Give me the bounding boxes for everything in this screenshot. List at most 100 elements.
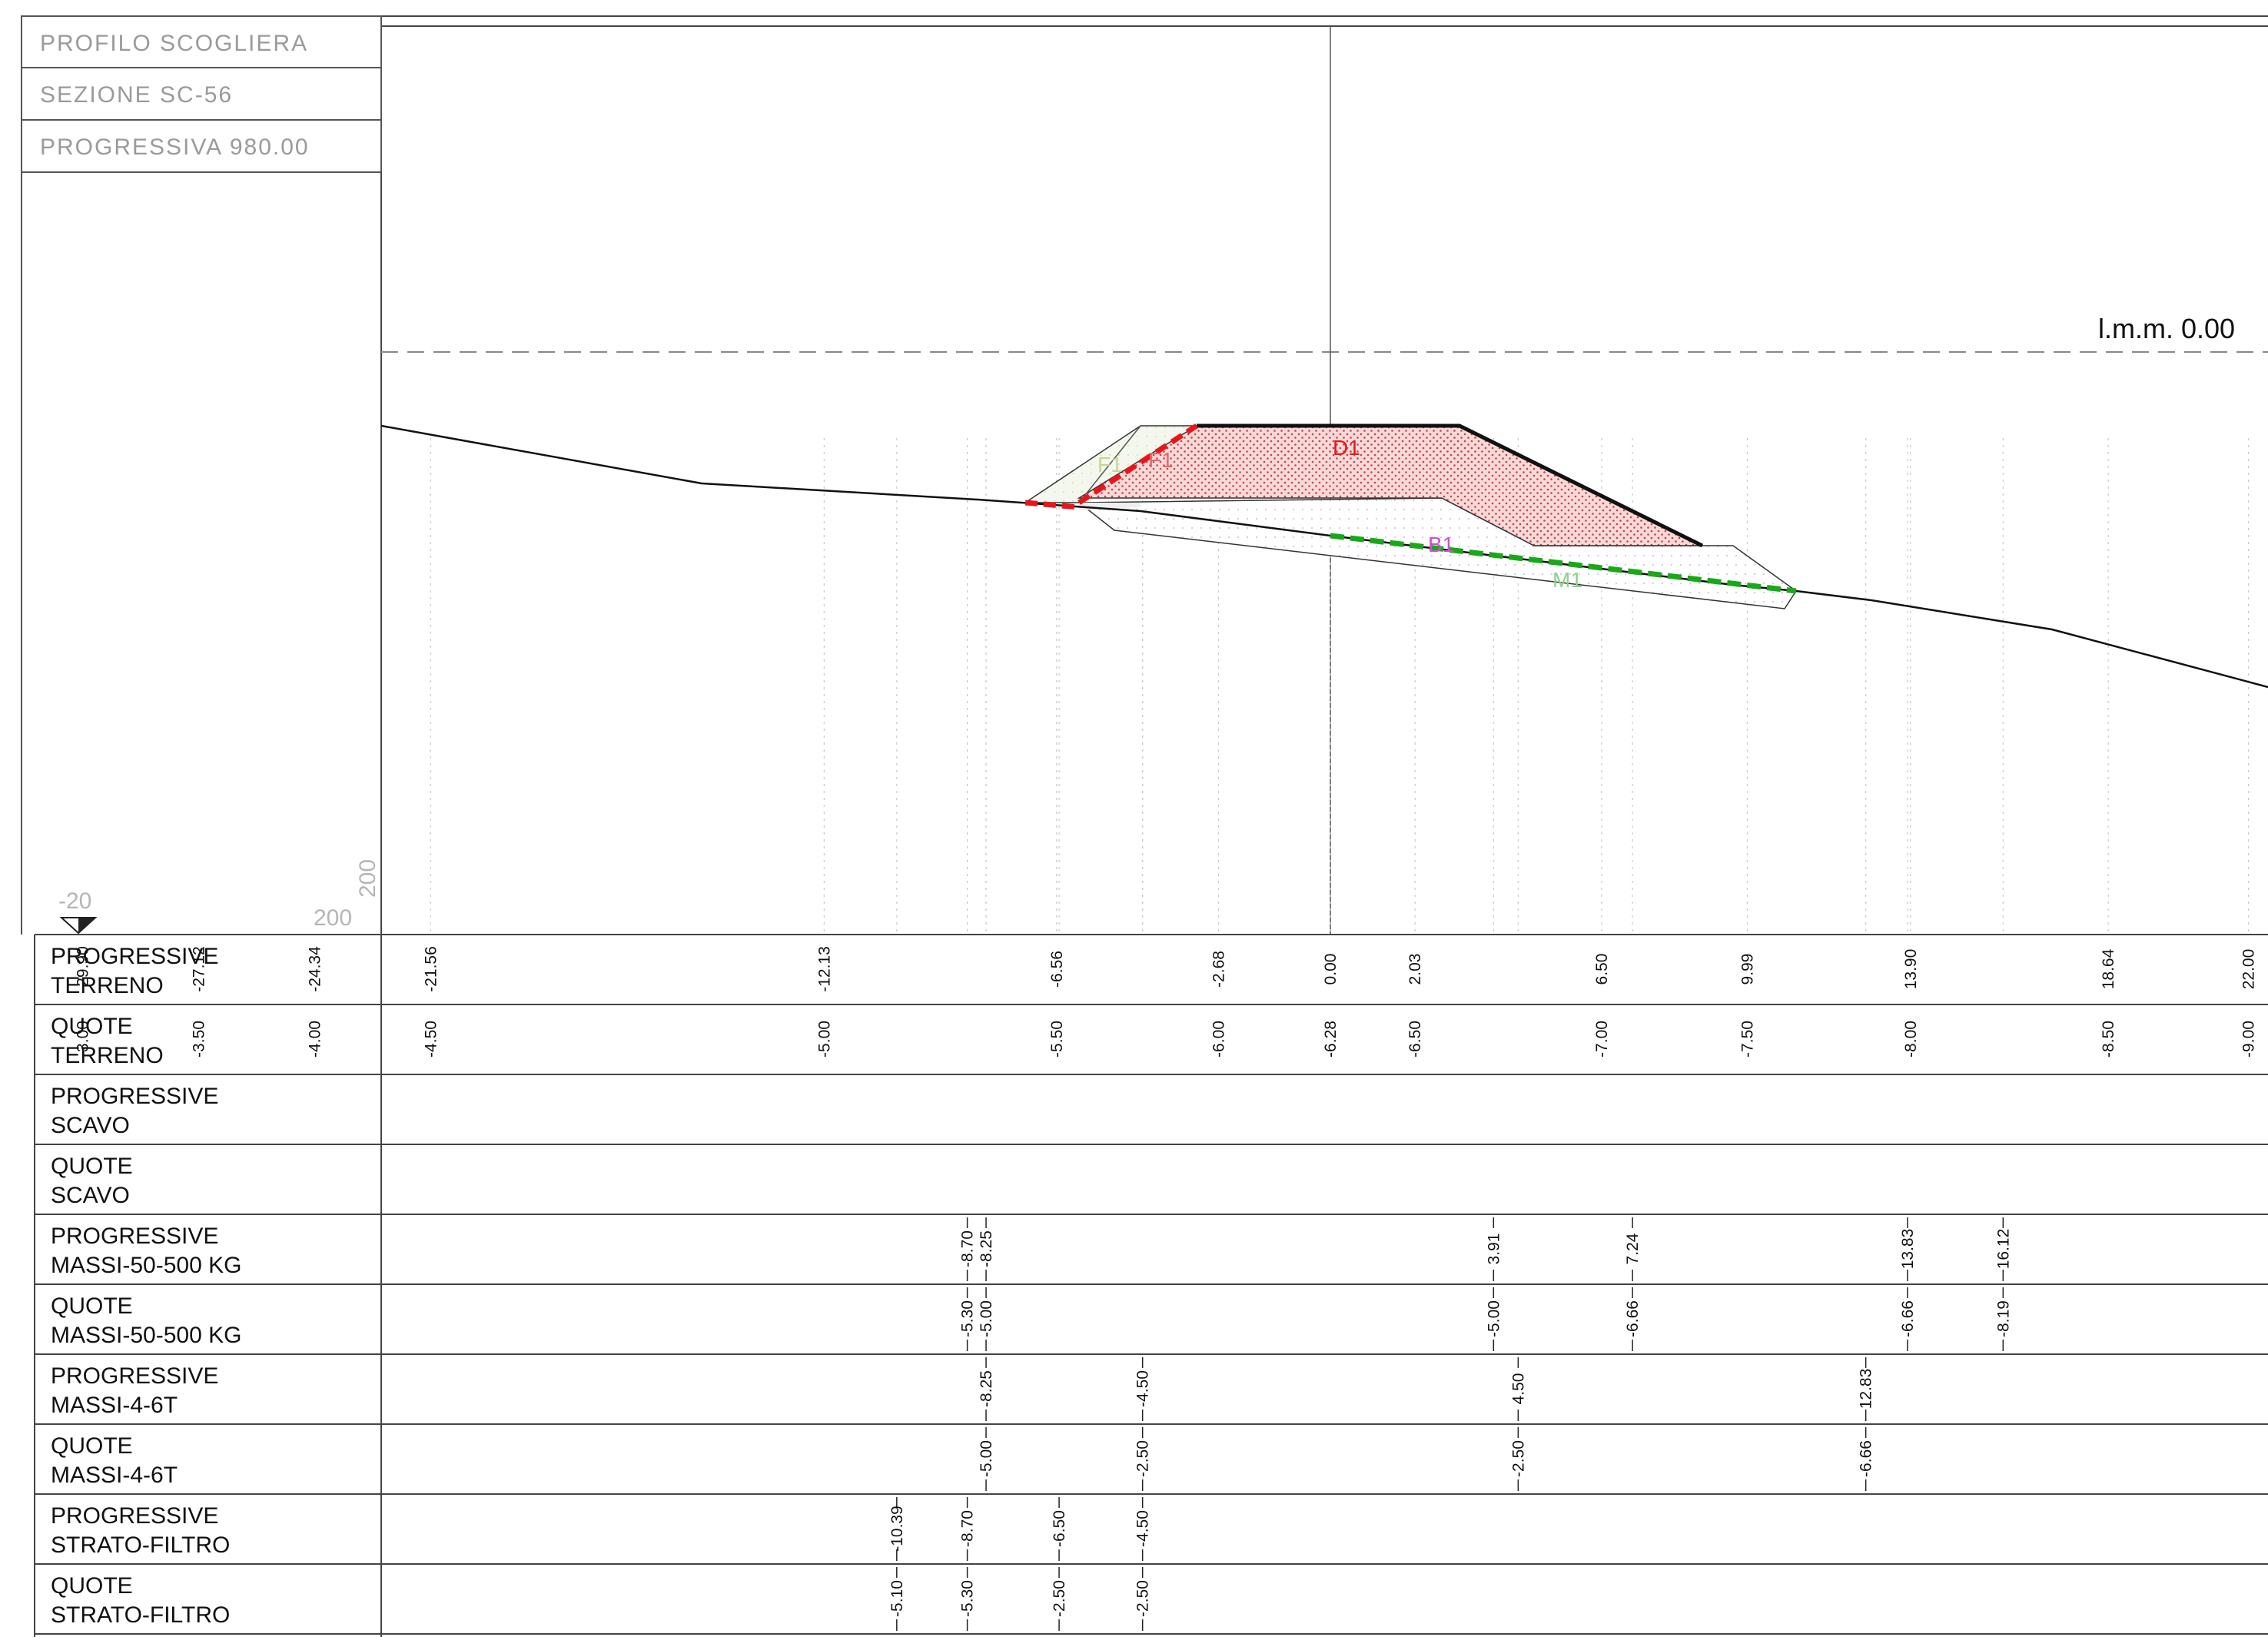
table-value: 0.00 — [1322, 954, 1340, 985]
table-value: -8.70 — [959, 1230, 977, 1267]
row-title: QUOTE — [51, 1154, 133, 1179]
table-value: -27.12 — [190, 946, 208, 992]
label-b1: B1 — [1428, 533, 1454, 556]
table-value: -7.00 — [1593, 1021, 1611, 1058]
armour-crest-line — [1197, 423, 1704, 548]
table-value: -6.28 — [1322, 1021, 1340, 1058]
label-f1-red: F1 — [1148, 448, 1174, 472]
table-value: -4.00 — [306, 1021, 324, 1058]
row-subtitle: TERRENO — [51, 973, 164, 998]
table-value: -29.90 — [74, 946, 91, 992]
row-title: QUOTE — [51, 1293, 133, 1319]
table-value: -8.00 — [1902, 1021, 1920, 1058]
red-dashed-slope — [1078, 423, 1198, 505]
table-value: -5.50 — [1048, 1021, 1066, 1058]
table-value: -8.25 — [978, 1230, 995, 1267]
table-value: -5.10 — [888, 1580, 906, 1617]
table-value: -5.00 — [978, 1300, 995, 1337]
table-value: 3.91 — [1485, 1234, 1503, 1265]
table-value: -24.34 — [306, 946, 324, 992]
table-value: -6.66 — [1858, 1440, 1875, 1477]
scale-indicator: -20 200 200 — [58, 859, 380, 935]
row-title: PROGRESSIVE — [51, 1224, 218, 1249]
table-value: -8.19 — [1994, 1300, 2012, 1337]
row-title: PROGRESSIVE — [51, 1503, 218, 1529]
label-m1: M1 — [1552, 568, 1582, 592]
label-f1: F1 — [1097, 453, 1123, 476]
level-triangle-fill-icon — [78, 918, 95, 933]
table-value: 12.83 — [1858, 1369, 1875, 1410]
table-value: -6.50 — [1406, 1021, 1424, 1058]
table-value: -2.50 — [1134, 1580, 1152, 1617]
table-value: -6.56 — [1048, 951, 1066, 988]
green-dashed-line — [1330, 533, 1797, 594]
row-subtitle: MASSI-50-500 KG — [51, 1323, 241, 1348]
table-value: -4.50 — [1134, 1510, 1152, 1547]
sea-level: l.m.m. 0.00 — [381, 313, 2268, 353]
table-value: -8.70 — [959, 1510, 977, 1547]
scale-v-label: 200 — [355, 859, 380, 898]
table-value: -10.39 — [888, 1506, 906, 1552]
row-title: PROGRESSIVE — [51, 1084, 218, 1109]
table-value: -4.50 — [1134, 1370, 1152, 1407]
sea-level-label: l.m.m. 0.00 — [2098, 313, 2235, 344]
table-value: -3.50 — [190, 1021, 208, 1058]
table-value: 13.90 — [1902, 949, 1920, 990]
row-subtitle: STRATO-FILTRO — [51, 1602, 230, 1628]
sheet-frame — [380, 15, 2268, 1637]
red-dashed-toe — [1024, 500, 1080, 510]
table-value: -2.50 — [1134, 1440, 1152, 1477]
area-labels: F1 F1 D1 B1 M1 — [1097, 436, 1582, 592]
table-value: -4.50 — [422, 1021, 440, 1058]
table-value: 13.83 — [1899, 1229, 1917, 1270]
row-subtitle: MASSI-4-6T — [51, 1393, 178, 1418]
table-value: -8.50 — [2100, 1021, 2117, 1058]
row-title: PROGRESSIVE — [51, 944, 218, 969]
title-sezione: SEZIONE SC-56 — [40, 82, 233, 108]
table-value: -5.00 — [815, 1021, 833, 1058]
title-block: PROFILO SCOGLIERA SEZIONE SC-56 PROGRESS… — [21, 15, 382, 935]
scale-h-label: 200 — [314, 905, 352, 931]
table-value: -6.66 — [1624, 1300, 1642, 1337]
table-value: 18.64 — [2100, 948, 2117, 989]
scale-h-value: -20 — [58, 888, 91, 914]
table-value: -6.50 — [1051, 1510, 1068, 1547]
excavation-lines — [1024, 423, 1797, 594]
table-value: -7.50 — [1738, 1021, 1756, 1058]
table-value: -5.30 — [959, 1580, 977, 1617]
row-subtitle: TERRENO — [51, 1043, 164, 1068]
rock-structure — [1023, 423, 1798, 609]
table-value: 4.50 — [1509, 1373, 1527, 1405]
row-title: QUOTE — [51, 1433, 133, 1459]
table-value: -2.50 — [1509, 1440, 1527, 1477]
table-value: -2.50 — [1051, 1580, 1068, 1617]
table-value: 7.24 — [1624, 1233, 1642, 1264]
label-d1: D1 — [1333, 436, 1360, 460]
title-progressiva: PROGRESSIVA 980.00 — [40, 134, 310, 160]
table-value: -5.30 — [959, 1300, 977, 1337]
row-title: PROGRESSIVE — [51, 1363, 218, 1389]
row-title: QUOTE — [51, 1014, 133, 1039]
row-subtitle: MASSI-4-6T — [51, 1463, 178, 1488]
data-table: PROGRESSIVE TERRENO QUOTE TERRENO PROGRESSIV… — [34, 934, 2268, 1637]
table-value: -5.00 — [978, 1440, 995, 1477]
row-subtitle: SCAVO — [51, 1183, 130, 1208]
table-value: -9.00 — [2240, 1021, 2258, 1058]
table-value: -5.00 — [1485, 1300, 1503, 1337]
table-value: -21.56 — [422, 946, 440, 992]
row-title: QUOTE — [51, 1573, 133, 1599]
table-value: -8.25 — [978, 1370, 995, 1407]
row-subtitle: STRATO-FILTRO — [51, 1532, 230, 1558]
table-value: 9.99 — [1738, 954, 1756, 985]
table-value: -2.68 — [1210, 951, 1227, 988]
table-value: -3.00 — [74, 1021, 91, 1058]
row-subtitle: SCAVO — [51, 1113, 130, 1138]
row-subtitle: MASSI-50-500 KG — [51, 1253, 241, 1278]
table-value: 16.12 — [1994, 1229, 2012, 1270]
table-value: 6.50 — [1593, 954, 1611, 985]
table-value: -12.13 — [815, 946, 833, 992]
table-value: 2.03 — [1406, 954, 1424, 985]
table-value: 22.00 — [2240, 949, 2258, 990]
table-value: -6.66 — [1899, 1300, 1917, 1337]
